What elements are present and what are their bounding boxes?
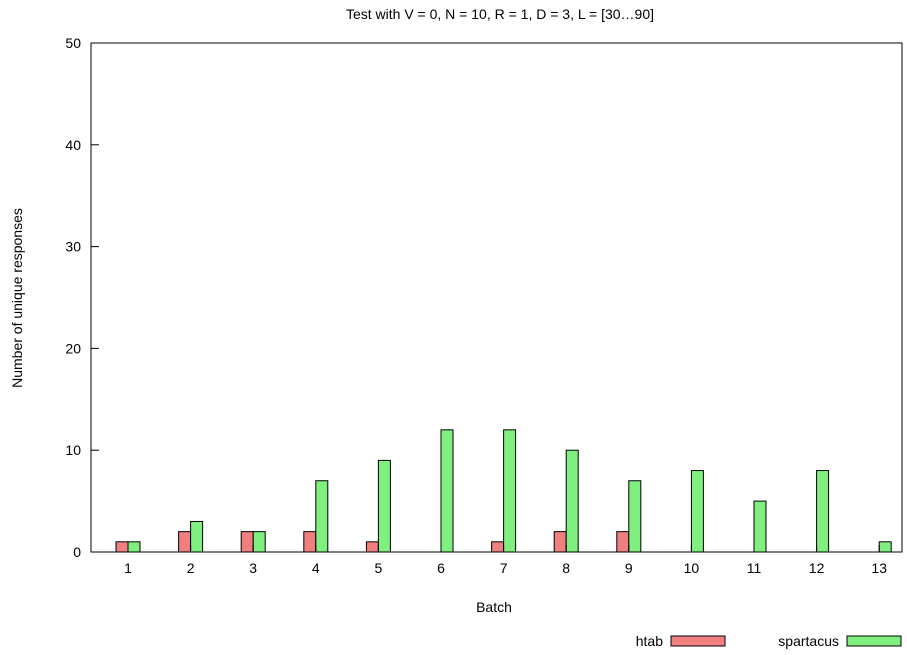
x-tick-label: 10 (684, 560, 700, 576)
bar-spartacus (315, 480, 329, 553)
bar-spartacus (252, 531, 266, 553)
x-tick-label: 8 (562, 560, 570, 576)
bar-spartacus (816, 470, 830, 553)
x-tick-label: 13 (871, 560, 887, 576)
bars-layer (115, 429, 892, 553)
bar-htab (365, 541, 379, 553)
legend-label-htab: htab (636, 633, 663, 649)
x-tick-label: 5 (375, 560, 383, 576)
bar-htab (491, 541, 505, 553)
bar-htab (178, 531, 192, 553)
bar-spartacus (440, 429, 454, 553)
x-tick-label: 6 (437, 560, 445, 576)
y-tick-label: 40 (65, 137, 81, 153)
x-tick-label: 2 (187, 560, 195, 576)
bar-spartacus (878, 541, 892, 553)
bar-spartacus (565, 449, 579, 553)
x-tick-label: 7 (500, 560, 508, 576)
y-tick-label: 20 (65, 340, 81, 356)
bar-htab (115, 541, 129, 553)
x-tick-label: 11 (747, 560, 762, 576)
x-tick-label: 1 (124, 560, 132, 576)
x-tick-label: 12 (809, 560, 825, 576)
bar-spartacus (753, 500, 767, 553)
bar-spartacus (503, 429, 517, 553)
y-tick-label: 30 (65, 239, 81, 255)
x-axis-label: Batch (476, 599, 512, 615)
bar-htab (240, 531, 254, 553)
bar-spartacus (190, 520, 204, 553)
bar-spartacus (690, 470, 704, 553)
y-tick-label: 0 (73, 544, 81, 560)
x-tick-label: 4 (312, 560, 320, 576)
bar-spartacus (377, 459, 391, 553)
bar-htab (616, 531, 630, 553)
legend-swatch-spartacus (846, 635, 902, 647)
bar-spartacus (628, 480, 642, 553)
plot-frame (90, 42, 903, 553)
bar-htab (553, 531, 567, 553)
bar-htab (303, 531, 317, 553)
legend-label-spartacus: spartacus (778, 633, 839, 649)
x-tick-label: 3 (249, 560, 257, 576)
chart-title: Test with V = 0, N = 10, R = 1, D = 3, L… (346, 6, 654, 22)
y-tick-label: 50 (65, 35, 81, 51)
legend: htab spartacus (636, 633, 902, 649)
legend-swatch-htab (670, 635, 726, 647)
y-tick-label: 10 (65, 442, 81, 458)
x-tick-label: 9 (625, 560, 633, 576)
y-axis-label: Number of unique responses (9, 208, 25, 388)
bar-spartacus (127, 541, 141, 553)
